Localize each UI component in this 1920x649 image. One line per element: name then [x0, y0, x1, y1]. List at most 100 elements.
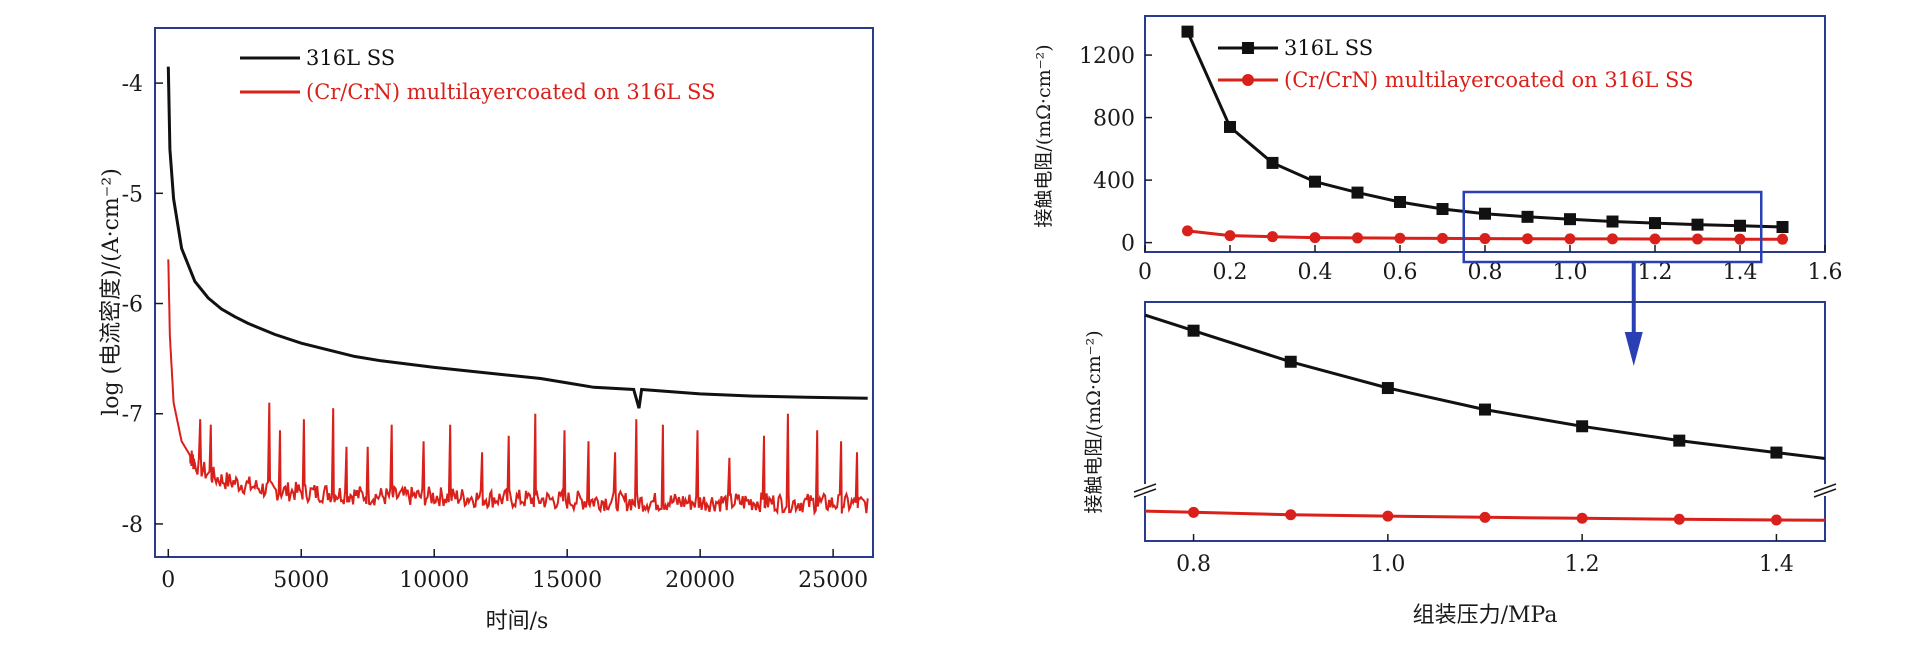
point-crcrn: [1437, 232, 1448, 244]
point-316l: [1564, 213, 1576, 226]
top-series-group: [1181, 25, 1789, 245]
bottom-x-tick-label: 1.0: [1370, 552, 1405, 577]
point-316l-zoom: [1576, 420, 1589, 433]
point-316l: [1181, 25, 1194, 38]
point-crcrn: [1692, 233, 1703, 245]
point-316l-zoom: [1479, 403, 1491, 416]
point-crcrn: [1649, 233, 1661, 245]
left-x-ticks: 0 5000 10000 15000 20000 25000: [161, 549, 868, 593]
bottom-x-axis-label: 组装压力/MPa: [1413, 603, 1558, 628]
axis-break-left-gap: [1134, 484, 1156, 496]
point-crcrn-zoom: [1382, 510, 1394, 522]
top-x-tick-label: 1.2: [1638, 260, 1673, 285]
left-x-tick-label: 10000: [399, 568, 469, 593]
point-316l: [1266, 156, 1279, 169]
point-crcrn: [1564, 233, 1576, 245]
legend-label-316l: 316L SS: [306, 46, 395, 70]
point-316l: [1394, 195, 1406, 208]
point-316l-zoom: [1381, 382, 1394, 395]
left-x-tick-label: 25000: [798, 568, 868, 593]
point-316l: [1776, 220, 1789, 233]
axis-break-marks: [1133, 483, 1837, 498]
point-316l-zoom: [1673, 434, 1686, 447]
top-y-tick-label: 800: [1093, 107, 1135, 132]
point-crcrn: [1267, 231, 1278, 243]
top-y-ticks: 0 400 800 1200: [1079, 44, 1152, 257]
series-316l-zoom-line: [1144, 313, 1826, 460]
top-x-tick-label: 0.4: [1298, 260, 1333, 285]
point-316l: [1479, 207, 1491, 220]
left-y-tick-label: -8: [122, 513, 143, 538]
top-x-ticks: 0 0.2 0.4 0.6 0.8 1.0 1.2 1.4 1.6: [1138, 245, 1843, 285]
point-crcrn: [1394, 232, 1406, 244]
point-crcrn: [1777, 233, 1788, 245]
left-x-axis-label: 时间/s: [486, 609, 549, 634]
series-crcrn-current-line: [167, 259, 869, 516]
point-crcrn: [1734, 233, 1746, 245]
axis-break-right-gap: [1814, 484, 1836, 496]
left-plot-frame: [154, 27, 874, 558]
point-316l-zoom: [1284, 355, 1297, 368]
left-y-tick-label: -6: [122, 293, 143, 318]
point-316l: [1734, 219, 1746, 232]
point-316l-zoom: [1770, 446, 1783, 459]
bottom-plot-frame: [1144, 301, 1826, 542]
bottom-series-group: [1144, 313, 1826, 526]
point-316l: [1224, 120, 1236, 133]
left-x-tick-label: 0: [161, 568, 175, 593]
bottom-x-tick-label: 1.2: [1565, 552, 1600, 577]
point-crcrn-zoom: [1188, 506, 1200, 518]
point-316l: [1351, 186, 1364, 199]
point-crcrn: [1522, 233, 1533, 245]
point-crcrn-zoom: [1673, 513, 1685, 525]
point-crcrn-zoom: [1770, 514, 1782, 526]
axis-break-right-mark: [1813, 483, 1837, 493]
left-x-tick-label: 5000: [273, 568, 329, 593]
legend-label-crcrn: (Cr/CrN) multilayercoated on 316L SS: [306, 80, 715, 104]
top-y-axis-label: 接触电阻/(mΩ·cm⁻²): [1033, 44, 1055, 227]
left-x-tick-label: 15000: [532, 568, 602, 593]
axis-break-left-mark: [1133, 483, 1157, 493]
left-y-axis-label: log (电流密度)/(A·cm⁻²): [99, 168, 124, 416]
point-crcrn: [1352, 232, 1363, 244]
series-316l-resistance-line: [1186, 30, 1783, 229]
top-x-tick-label: 1.6: [1808, 260, 1843, 285]
axis-break-right-mark-2: [1813, 488, 1837, 498]
left-y-ticks: -4 -5 -6 -7 -8: [122, 72, 163, 538]
left-x-tick-label: 20000: [665, 568, 735, 593]
point-crcrn-zoom: [1285, 509, 1297, 521]
top-x-tick-label: 0.2: [1213, 260, 1248, 285]
axis-break-left-mark-2: [1133, 488, 1157, 498]
point-316l: [1309, 175, 1321, 188]
legend-marker-316l-top: [1242, 42, 1254, 54]
top-x-tick-label: 1.4: [1723, 260, 1758, 285]
point-316l: [1436, 203, 1449, 216]
top-x-tick-label: 0.6: [1383, 260, 1418, 285]
left-legend: 316L SS (Cr/CrN) multilayercoated on 316…: [240, 46, 715, 104]
bottom-x-ticks: 0.8 1.0 1.2 1.4: [1176, 534, 1794, 577]
legend-marker-crcrn-top: [1242, 74, 1254, 86]
point-crcrn: [1479, 233, 1491, 245]
left-y-tick-label: -7: [122, 403, 143, 428]
point-crcrn-zoom: [1576, 512, 1588, 524]
top-y-tick-label: 1200: [1079, 44, 1135, 69]
legend-label-316l-top: 316L SS: [1284, 36, 1373, 60]
bottom-y-axis-label: 接触电阻/(mΩ·cm⁻²): [1083, 330, 1105, 513]
top-x-tick-label: 0: [1138, 260, 1152, 285]
chart-contact-resistance-zoom: 0.8 1.0 1.2 1.4 组装压力/MPa 接触电阻/(mΩ·cm⁻²): [1083, 301, 1837, 628]
point-crcrn: [1309, 232, 1321, 244]
chart-contact-resistance-full: 0 0.2 0.4 0.6 0.8 1.0 1.2 1.4 1.6 0 400 800 1200 31…: [1033, 15, 1843, 366]
point-crcrn: [1182, 225, 1193, 237]
point-crcrn-zoom: [1479, 511, 1491, 523]
top-x-tick-label: 0.8: [1468, 260, 1503, 285]
bottom-x-tick-label: 1.4: [1759, 552, 1794, 577]
left-y-tick-label: -4: [122, 72, 143, 97]
legend-label-crcrn-top: (Cr/CrN) multilayercoated on 316L SS: [1284, 68, 1693, 92]
point-316l: [1521, 210, 1534, 223]
point-316l: [1606, 215, 1619, 228]
series-316l-current-line: [166, 66, 868, 409]
chart-current-density: 0 5000 10000 15000 20000 25000 -4 -5 -6 -7 -8 316…: [99, 27, 874, 634]
point-316l-zoom: [1187, 324, 1200, 337]
zoom-region-box: [1462, 190, 1763, 264]
